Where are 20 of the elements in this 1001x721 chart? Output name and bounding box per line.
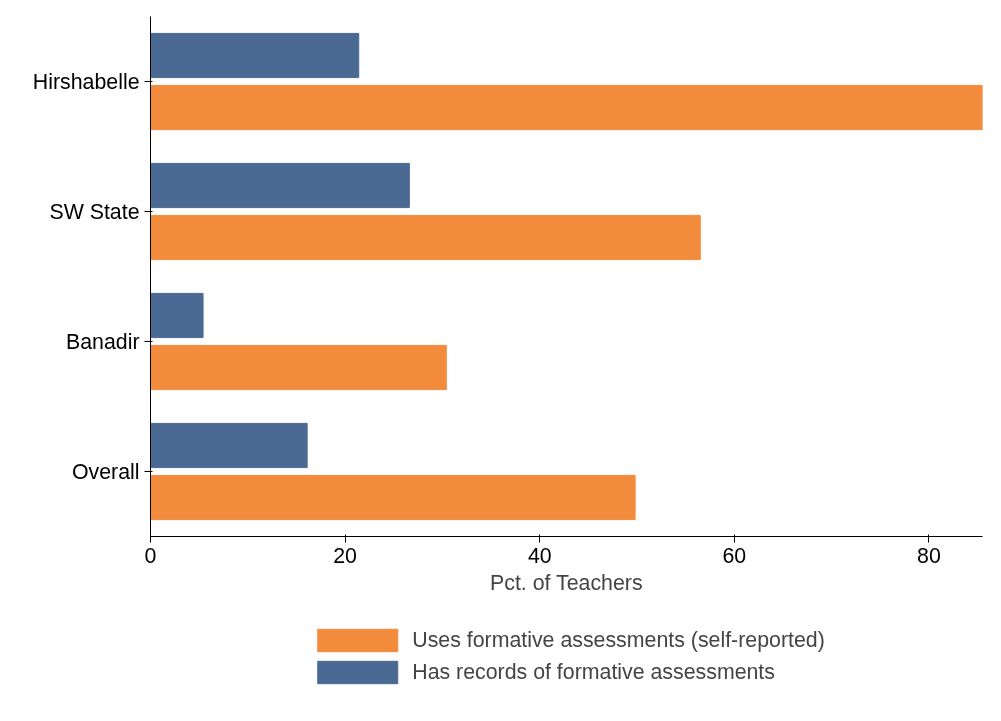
x-axis-title: Pct. of Teachers <box>490 570 643 595</box>
x-tick-label: 80 <box>917 543 941 568</box>
bar <box>150 344 447 391</box>
bar <box>150 162 410 209</box>
bar <box>150 84 983 131</box>
x-tick-label: 20 <box>333 543 358 568</box>
y-tick-label: Hirshabelle <box>32 69 140 94</box>
bar <box>150 32 360 79</box>
bar <box>150 292 204 339</box>
y-tick-label: Banadir <box>65 329 140 354</box>
x-tick-label: 60 <box>722 543 747 568</box>
bar <box>150 474 636 521</box>
legend-label: Uses formative assessments (self-reported) <box>412 627 825 653</box>
y-tick-label: SW State <box>49 199 140 224</box>
bar <box>150 422 308 469</box>
x-tick-label: 0 <box>144 543 157 568</box>
bar <box>150 214 701 261</box>
legend-label: Has records of formative assessments <box>412 659 775 685</box>
y-tick-label: Overall <box>71 459 140 484</box>
x-tick-label: 40 <box>527 543 552 568</box>
